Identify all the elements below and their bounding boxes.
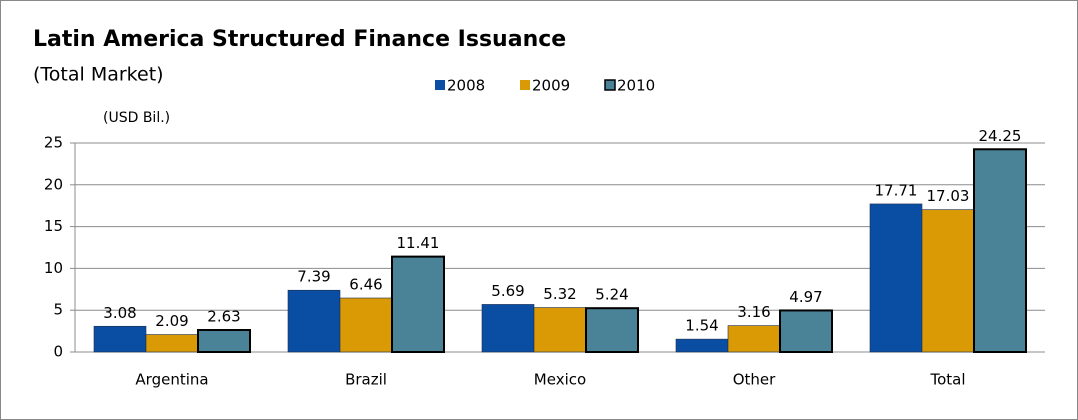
data-label: 3.08 bbox=[103, 304, 136, 322]
bar bbox=[585, 307, 639, 354]
data-label: 5.24 bbox=[595, 286, 628, 304]
bar bbox=[675, 338, 729, 353]
bar bbox=[533, 307, 587, 353]
data-label: 11.41 bbox=[397, 234, 440, 252]
data-label: 4.97 bbox=[789, 288, 822, 306]
data-label: 3.16 bbox=[737, 303, 770, 321]
legend-swatch bbox=[520, 80, 530, 90]
legend-label: 2008 bbox=[447, 77, 485, 95]
y-tick-label: 10 bbox=[44, 259, 63, 277]
bar bbox=[779, 309, 833, 354]
data-label: 2.09 bbox=[155, 312, 188, 330]
x-tick-label: Argentina bbox=[135, 371, 208, 389]
x-tick-label: Mexico bbox=[534, 371, 586, 389]
bar bbox=[481, 304, 535, 353]
bar bbox=[869, 203, 923, 353]
x-tick-label: Other bbox=[733, 371, 776, 389]
bar bbox=[197, 329, 251, 354]
bar bbox=[93, 325, 147, 353]
x-tick-label: Total bbox=[929, 371, 965, 389]
bar bbox=[973, 148, 1027, 353]
y-tick-label: 25 bbox=[44, 134, 63, 152]
bar bbox=[145, 334, 199, 353]
legend-swatch bbox=[435, 80, 445, 90]
bar bbox=[921, 209, 975, 353]
data-label: 5.32 bbox=[543, 285, 576, 303]
legend-label: 2009 bbox=[532, 77, 570, 95]
chart-subtitle: (Total Market) bbox=[33, 64, 164, 86]
bar bbox=[287, 289, 341, 353]
data-label: 17.71 bbox=[875, 181, 918, 199]
bar bbox=[391, 255, 445, 353]
legend-label: 2010 bbox=[617, 77, 655, 95]
legend-swatch bbox=[604, 79, 616, 91]
data-label: 7.39 bbox=[297, 268, 330, 286]
bar bbox=[339, 297, 393, 353]
data-label: 1.54 bbox=[685, 317, 718, 335]
data-label: 2.63 bbox=[207, 308, 240, 326]
y-tick-label: 20 bbox=[44, 175, 63, 193]
y-axis-label: (USD Bil.) bbox=[103, 110, 170, 126]
y-tick-label: 0 bbox=[53, 343, 63, 361]
data-label: 17.03 bbox=[927, 187, 970, 205]
y-tick-label: 15 bbox=[44, 217, 63, 235]
y-tick-label: 5 bbox=[53, 301, 63, 319]
x-tick-label: Brazil bbox=[345, 371, 387, 389]
data-label: 5.69 bbox=[491, 282, 524, 300]
data-label: 24.25 bbox=[979, 127, 1022, 145]
bar bbox=[727, 325, 781, 353]
data-label: 6.46 bbox=[349, 275, 382, 293]
chart-title: Latin America Structured Finance Issuanc… bbox=[33, 27, 566, 52]
